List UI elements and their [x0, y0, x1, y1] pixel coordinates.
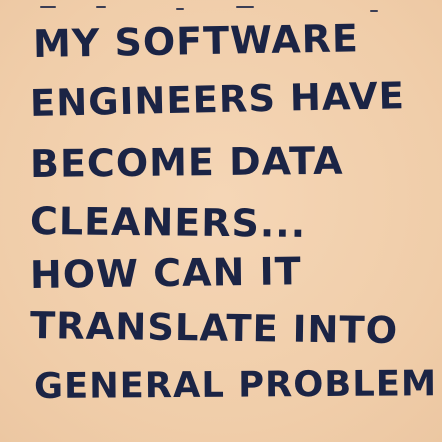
handwritten-line-5: HOW CAN IT [29, 249, 302, 297]
handwritten-line-7: GENERAL PROBLEM [33, 363, 438, 407]
ink-mark [96, 6, 106, 8]
handwritten-line-4: CLEANERS... [29, 199, 307, 246]
ink-mark [176, 8, 184, 10]
handwritten-line-2: ENGINEERS HAVE [29, 74, 406, 125]
handwritten-line-6: TRANSLATE INTO [29, 304, 399, 353]
handwritten-line-3: BECOME DATA [29, 138, 344, 186]
ink-mark [236, 6, 254, 8]
ink-mark [370, 10, 378, 12]
ink-mark [40, 6, 56, 8]
handwritten-line-1: MY SOFTWARE [32, 16, 360, 66]
